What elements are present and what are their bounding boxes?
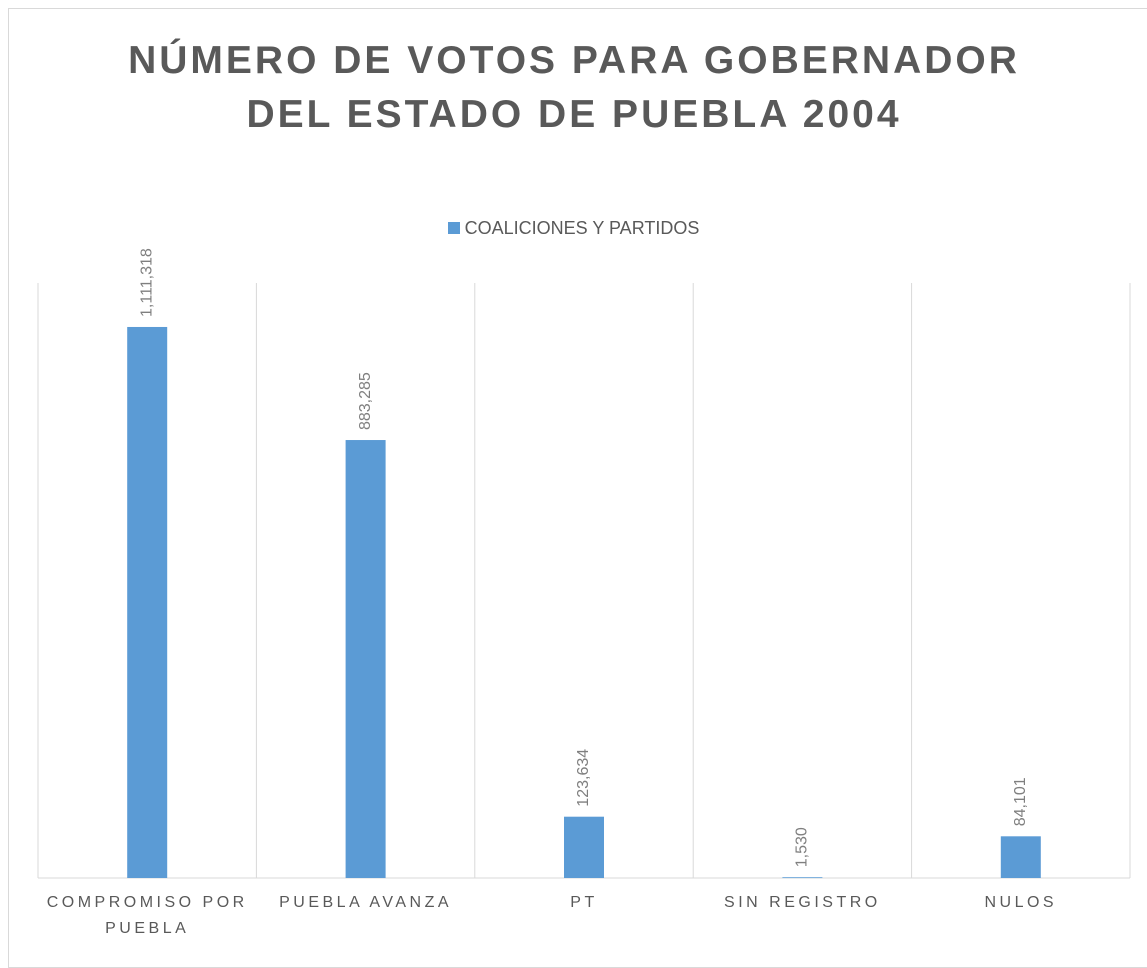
chart-title: NÚMERO DE VOTOS PARA GOBERNADOR DEL ESTA… [128,39,1020,136]
x-tick-label: SIN REGISTRO [724,894,881,911]
data-label: 1,530 [794,827,811,867]
bar [1000,836,1041,878]
legend: COALICIONES Y PARTIDOS [0,218,1147,239]
legend-label: COALICIONES Y PARTIDOS [464,218,700,238]
x-tick-label: COMPROMISO POR PUEBLA [46,894,248,937]
data-label: 123,634 [575,749,592,807]
bar [782,877,823,879]
data-label: 84,101 [1012,777,1029,826]
legend-swatch [447,222,460,234]
x-tick-label: PT [570,894,598,911]
bar [345,440,386,878]
x-tick-label: NULOS [984,894,1058,911]
data-label: 883,285 [357,372,374,430]
bar [127,326,168,878]
x-tick-label: PUEBLA AVANZA [279,894,453,911]
bar [564,816,604,878]
data-label: 1,111,318 [138,248,155,317]
